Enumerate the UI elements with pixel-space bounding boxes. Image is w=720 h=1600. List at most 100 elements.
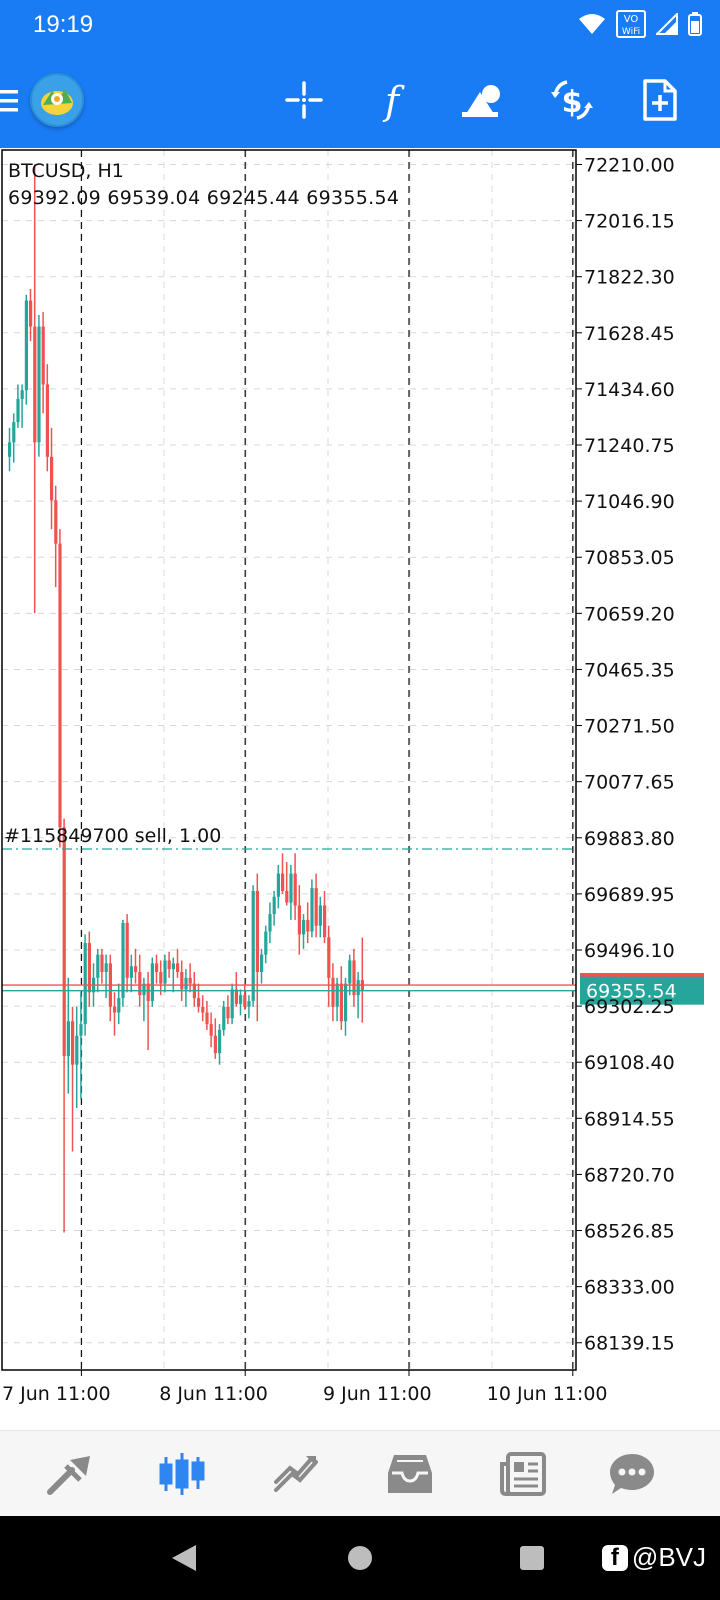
price-axis-label: 71434.60 [584, 379, 675, 401]
vowifi-icon: VO WiFi [616, 10, 646, 38]
plot-border [1, 149, 577, 1371]
candle-body [58, 543, 62, 828]
candle-body [226, 1006, 230, 1019]
price-axis-label: 68914.55 [584, 1108, 675, 1130]
crosshair-icon [285, 81, 323, 119]
candle-body [268, 914, 272, 932]
price-axis-label: 70465.35 [584, 659, 675, 681]
candle-body [344, 983, 348, 1022]
candle-body [255, 890, 259, 973]
candle-body [163, 960, 167, 984]
back-button[interactable] [164, 1538, 204, 1578]
home-circle-icon [348, 1546, 372, 1570]
candle-body [201, 1006, 205, 1013]
status-bar: 19:19 VO WiFi [0, 0, 720, 52]
home-button[interactable] [340, 1538, 380, 1578]
candle-body [121, 922, 125, 999]
candle-body [37, 326, 41, 443]
trade-button[interactable]: $ [544, 72, 600, 128]
candle-body [117, 998, 121, 1013]
candle-body [125, 922, 129, 978]
candle-body [188, 977, 192, 984]
nav-history[interactable] [378, 1443, 442, 1505]
candle-body [318, 905, 322, 926]
objects-button[interactable] [454, 72, 510, 128]
candle-body [24, 300, 28, 391]
nav-quotes[interactable] [38, 1443, 102, 1505]
menu-button[interactable] [0, 86, 20, 116]
candle-body [352, 960, 356, 996]
new-order-button[interactable] [632, 72, 688, 128]
candle-body [197, 998, 201, 1007]
vowifi-bottom-label: WiFi [622, 27, 640, 37]
candle-body [293, 873, 297, 906]
candle-body [251, 890, 255, 1001]
candle-body [281, 873, 285, 891]
candle-body [302, 919, 306, 935]
candle-body [138, 972, 142, 996]
chart-icon [159, 1453, 205, 1495]
price-axis-label: 68526.85 [584, 1221, 675, 1243]
candle-body [230, 989, 234, 1019]
messages-icon [610, 1454, 654, 1494]
candle-body [314, 888, 318, 926]
candle-body [41, 326, 45, 385]
price-axis-label: 72210.00 [584, 154, 675, 176]
candle-body [75, 1035, 79, 1065]
candle-body [8, 442, 12, 457]
cellular-signal-icon [656, 13, 678, 35]
price-axis-label: 70271.50 [584, 716, 675, 738]
nav-trade[interactable] [264, 1443, 328, 1505]
candle-body [339, 983, 343, 1022]
candle-body [331, 977, 335, 1007]
candle-body [306, 919, 310, 932]
battery-icon [688, 12, 702, 36]
candle-body [289, 873, 293, 903]
candle-body [243, 995, 247, 1007]
history-inbox-icon [388, 1455, 432, 1493]
candle-body [213, 1035, 217, 1054]
candle-body [150, 963, 154, 1001]
candle-body [209, 1024, 213, 1036]
candle-body [71, 1021, 75, 1065]
crosshair-button[interactable] [276, 72, 332, 128]
nav-news[interactable] [492, 1443, 556, 1505]
new-order-icon [643, 79, 677, 121]
status-icons: VO WiFi [578, 10, 702, 38]
app-logo[interactable] [30, 73, 84, 127]
wifi-icon [579, 14, 605, 34]
candle-body [234, 989, 238, 1004]
candlestick-chart[interactable]: 72210.00 72016.15 71822.30 71628.45 71434.60… [0, 148, 720, 1430]
candle-body [134, 966, 138, 973]
svg-text:f: f [382, 79, 405, 122]
candle-body [104, 963, 108, 973]
candle-body [239, 995, 243, 1004]
nav-messages[interactable] [600, 1443, 664, 1505]
symbol-timeframe-label: BTCUSD, H1 [8, 160, 124, 182]
candle-body [285, 890, 289, 903]
candle-body [54, 500, 58, 544]
status-time: 19:19 [33, 11, 94, 38]
time-axis-label: 9 Jun 11:00 [323, 1383, 432, 1405]
chart-area[interactable]: 72210.00 72016.15 71822.30 71628.45 71434.60… [0, 148, 720, 1430]
candle-body [87, 943, 91, 993]
indicators-button[interactable]: f [364, 72, 420, 128]
candle-body [167, 960, 171, 970]
candle-body [100, 954, 104, 973]
nav-chart[interactable] [150, 1443, 214, 1505]
price-axis-label: 69496.10 [584, 940, 675, 962]
price-axis-label: 70853.05 [584, 547, 675, 569]
candle-body [155, 963, 159, 973]
watermark: f @BVJ [601, 1542, 706, 1573]
candle-body [348, 960, 352, 984]
candle-body [33, 326, 37, 443]
candle-body [272, 896, 276, 915]
candle-body [29, 300, 33, 327]
candle-body [276, 873, 280, 897]
price-axis-label: 71240.75 [584, 435, 675, 457]
recents-button[interactable] [512, 1538, 552, 1578]
facebook-icon: f [601, 1544, 628, 1571]
candle-body [20, 390, 24, 399]
candle-body [79, 1024, 83, 1036]
candle-body [247, 1000, 251, 1007]
